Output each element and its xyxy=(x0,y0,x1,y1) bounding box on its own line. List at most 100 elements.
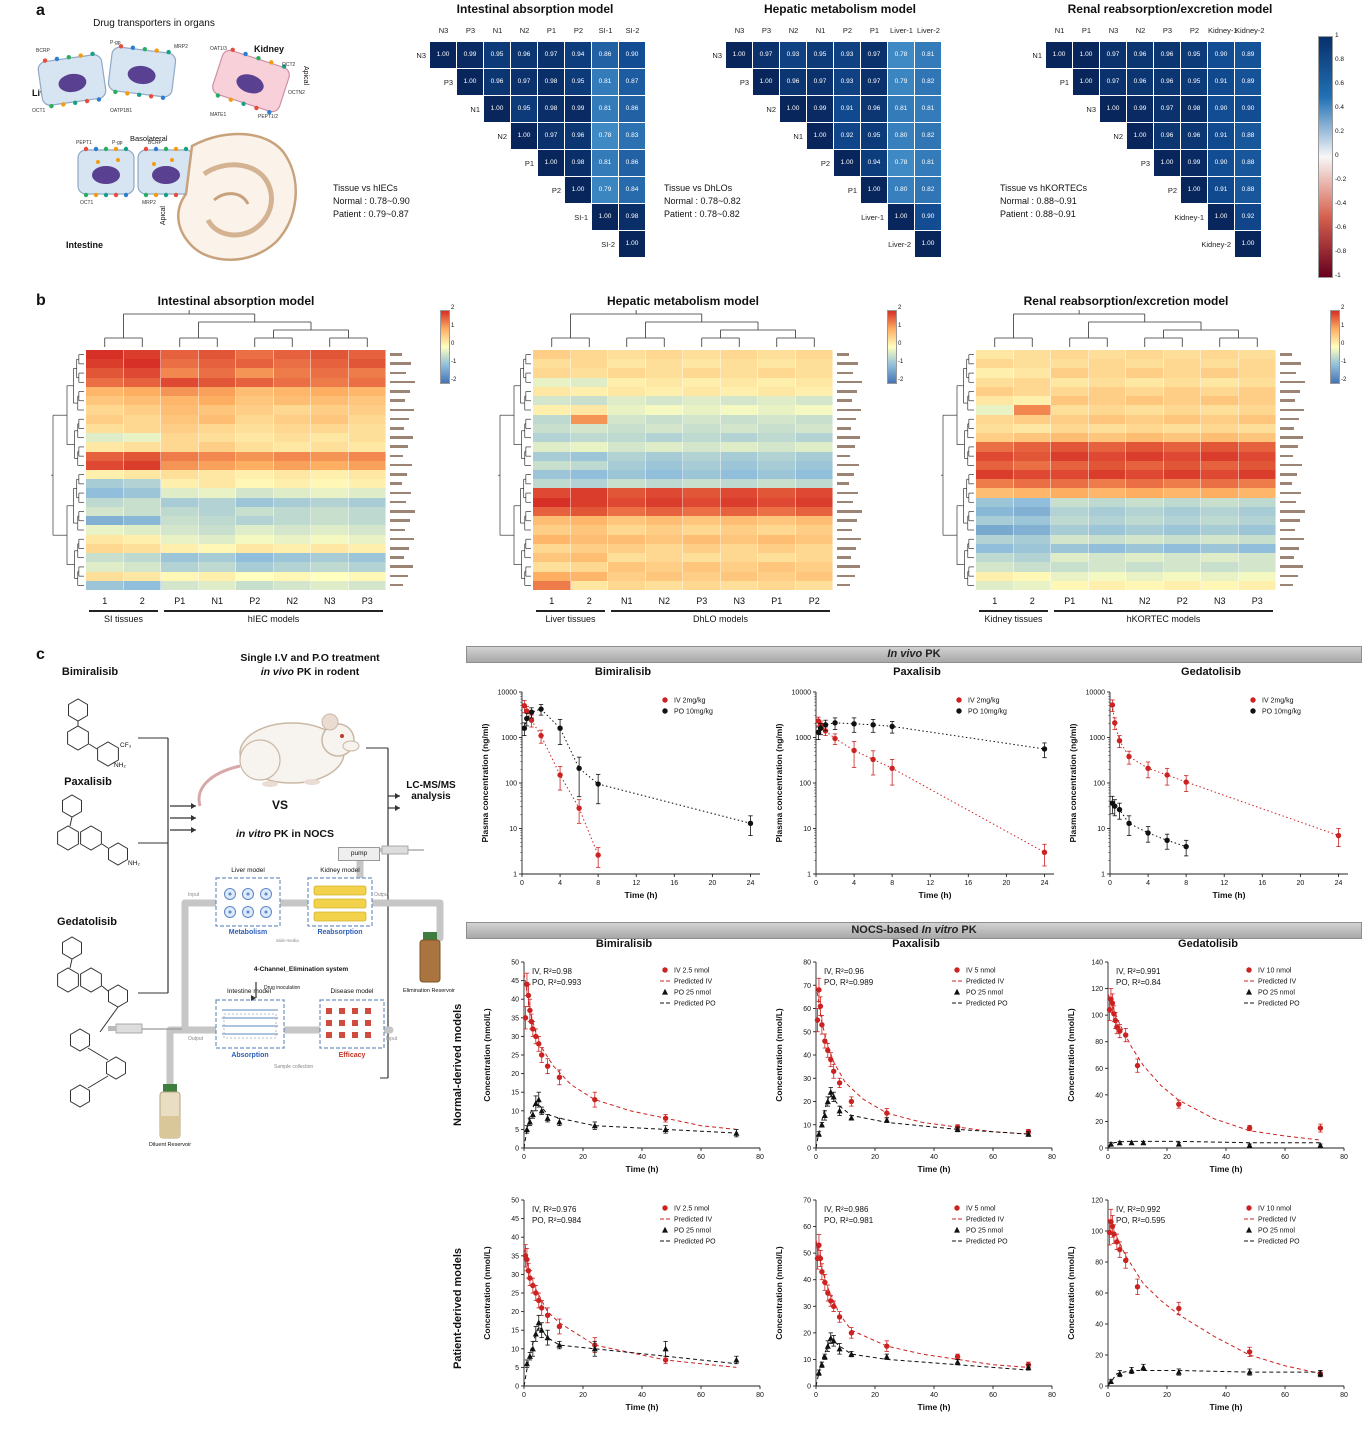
heatmap-cell xyxy=(976,479,1014,489)
heatmap-cell xyxy=(1051,460,1089,470)
treatment-italic: in vivo xyxy=(260,666,294,678)
heatmap-cell xyxy=(1013,414,1051,424)
heatmap-cell xyxy=(1163,359,1201,369)
heatmap-cell xyxy=(758,451,796,461)
column-label: P1 xyxy=(1064,596,1076,606)
correlation-cell: 0.81 xyxy=(915,42,941,68)
svg-text:30: 30 xyxy=(803,1076,811,1083)
gene-label-mark xyxy=(837,353,849,356)
model-box xyxy=(215,877,281,927)
heatmap-cell xyxy=(273,469,311,480)
heatmap-cell xyxy=(570,386,608,397)
heatmap-cell xyxy=(236,506,274,517)
heatmap-cell xyxy=(161,479,199,489)
legend-marker xyxy=(956,708,962,714)
gene-label-mark xyxy=(1280,473,1297,476)
heatmap-cell xyxy=(123,423,161,434)
series xyxy=(815,716,1048,867)
svg-text:0: 0 xyxy=(522,1392,526,1399)
heatmap-cell xyxy=(1238,562,1276,572)
data-point xyxy=(1246,1142,1253,1148)
heatmap-cell xyxy=(123,571,161,581)
svg-text:12: 12 xyxy=(926,880,934,887)
transporter-dot xyxy=(267,109,272,115)
strip-italic: In vivo xyxy=(887,648,923,660)
heatmap-cell xyxy=(1201,580,1239,590)
heatmap-cell xyxy=(1051,423,1089,434)
heatmap-cell xyxy=(1201,386,1239,397)
heatmap-cell xyxy=(758,423,796,434)
svg-text:20: 20 xyxy=(871,1154,879,1161)
heatmap-cell xyxy=(795,451,833,461)
data-point xyxy=(1164,772,1170,778)
transporter-label: OCTN2 xyxy=(288,90,305,96)
data-point xyxy=(528,709,535,715)
correlation-cell: 0.78 xyxy=(592,123,618,149)
svg-text:PO 25 nmol: PO 25 nmol xyxy=(966,990,1003,997)
transporter-dot xyxy=(103,146,109,152)
colorbar-tick: 1 xyxy=(1335,32,1339,39)
heatmap-cell xyxy=(161,506,199,517)
heatmap-cell xyxy=(1201,442,1239,452)
series xyxy=(522,1244,669,1365)
heatmap-cell xyxy=(683,479,721,489)
matrix-col-label: N1 xyxy=(815,26,826,35)
series-line xyxy=(815,1337,1029,1387)
organoid xyxy=(260,906,272,918)
svg-text:PO 25 nmol: PO 25 nmol xyxy=(1258,1228,1295,1235)
heatmap-cell xyxy=(720,451,758,461)
data-point xyxy=(557,772,563,778)
heatmap-cell xyxy=(311,562,349,572)
transporter-dot xyxy=(113,89,118,95)
heatmap-cell xyxy=(1238,506,1276,517)
column-label: P1 xyxy=(771,596,783,606)
colorbar-tick: 0.8 xyxy=(1335,56,1345,63)
organoid xyxy=(224,888,236,900)
heatmap-cell xyxy=(533,580,571,590)
y-axis-label: Plasma concentration (ng/ml) xyxy=(1068,723,1078,842)
vs-label: VS xyxy=(271,798,288,812)
series-line xyxy=(1111,704,1339,836)
heatmap-cell xyxy=(123,405,161,415)
correlation-cell: 0.87 xyxy=(619,69,645,95)
correlation-cell: 0.94 xyxy=(861,150,887,176)
heatmap-cell xyxy=(1238,368,1276,378)
heatmap-cell xyxy=(1013,534,1051,544)
colorbar-tick: 1 xyxy=(1341,323,1345,329)
svg-text:40: 40 xyxy=(1095,1092,1103,1099)
series xyxy=(815,1087,1032,1137)
heatmap-cell xyxy=(683,405,721,415)
svg-text:30: 30 xyxy=(511,1034,519,1041)
absorption-label: Absorption xyxy=(231,1052,269,1059)
data-point xyxy=(1116,1139,1123,1146)
data-point xyxy=(1175,1140,1182,1147)
kidney-label: Kidney xyxy=(254,44,285,54)
heatmap-cell xyxy=(236,516,274,526)
nh2-group-label: NH₂ xyxy=(114,762,126,769)
correlation-cell: 0.95 xyxy=(1181,69,1207,95)
svg-text:Time (h): Time (h) xyxy=(626,1402,659,1412)
heatmap-cell xyxy=(311,368,349,378)
series-line xyxy=(815,985,1029,1135)
data-point xyxy=(524,1256,530,1263)
heatmap-cell xyxy=(1201,525,1239,535)
heatmap-cell xyxy=(1238,488,1276,498)
heatmap-title-hepatic: Hepatic metabolism model xyxy=(763,2,917,16)
heatmap-cell xyxy=(645,497,683,507)
correlation-cell: 0.89 xyxy=(1235,42,1261,68)
heatmap-cell xyxy=(86,553,124,563)
panel-c-label: c xyxy=(36,646,45,663)
heatmap-cell xyxy=(720,386,758,397)
heatmap-cell xyxy=(1163,525,1201,535)
svg-text:50: 50 xyxy=(803,1251,811,1258)
heatmap-cell xyxy=(236,525,274,535)
heatmap-cell xyxy=(273,396,311,406)
heatmap-cell xyxy=(348,396,386,406)
gene-label-mark xyxy=(390,574,408,578)
correlation-cell: 0.88 xyxy=(1235,177,1261,203)
heatmap-cell xyxy=(795,488,833,498)
data-point xyxy=(576,805,582,811)
data-point xyxy=(576,765,582,772)
